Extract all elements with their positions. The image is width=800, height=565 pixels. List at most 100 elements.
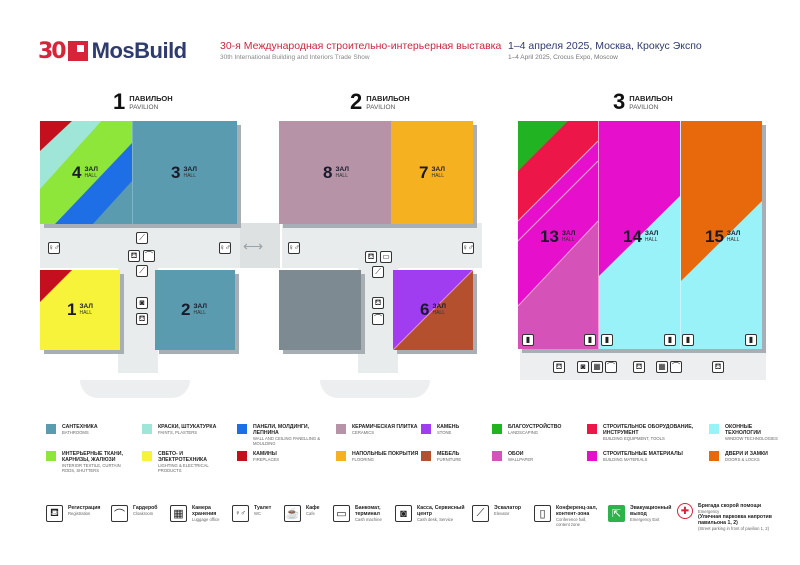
legend-label-en: WINDOW TECHNOLOGIES [725, 436, 778, 441]
hall-13[interactable]: 13 ЗАЛ HALL [518, 121, 598, 349]
legend-label-en: LANDSCAPING [508, 430, 539, 435]
legend-swatch [709, 451, 719, 461]
legend-label-ru: ОКОННЫЕ ТЕХНОЛОГИИ [725, 424, 761, 436]
pavilion-1-entrance [80, 380, 190, 398]
hall-2[interactable]: 2 ЗАЛ HALL [155, 270, 235, 350]
legend-label-ru: ПАНЕЛИ, МОЛДИНГИ, ЛЕПНИНА [253, 424, 310, 436]
legend-label-ru: НАПОЛЬНЫЕ ПОКРЫТИЯ [352, 451, 419, 457]
service-label-ru: Регистрация [68, 505, 101, 511]
registration-icon[interactable]: ⛾ [128, 250, 140, 262]
event-date-ru: 1–4 апреля 2025, Москва, Крокус Экспо [508, 40, 702, 52]
hall-8-label: 8 ЗАЛ HALL [323, 163, 349, 183]
cloakroom-icon[interactable]: ⌒ [670, 361, 682, 373]
legend-label-ru: СВЕТО- И ЭЛЕКТРОТЕХНИКА [158, 451, 207, 463]
hall-word-en: HALL [335, 173, 348, 179]
cloakroom-icon[interactable]: ⌒ [372, 313, 384, 325]
legend-textiles: ИНТЕРЬЕРНЫЕ ТКАНИ, КАРНИЗЫ, ЖАЛЮЗИ INTERI… [46, 451, 132, 473]
pavilion-label-ru: ПАВИЛЬОН [629, 94, 673, 103]
atm-icon[interactable]: ▭ [380, 251, 392, 263]
conference-icon[interactable]: ▮ [601, 334, 613, 346]
registration-icon[interactable]: ⛾ [712, 361, 724, 373]
escalator-icon: ⟋ [472, 505, 489, 522]
hall-4-label: 4 ЗАЛ HALL [72, 163, 98, 183]
conference-icon[interactable]: ▮ [745, 334, 757, 346]
legend-label-ru: СТРОИТЕЛЬНЫЕ МАТЕРИАЛЫ [603, 451, 683, 457]
legend-swatch [336, 424, 346, 434]
service-label-en: Registration [68, 511, 91, 516]
registration-icon[interactable]: ⛾ [365, 251, 377, 263]
escalator-icon[interactable]: ⟋ [136, 232, 148, 244]
registration-icon[interactable]: ⛾ [372, 297, 384, 309]
mosbuild-logo: 30 MosBuild [38, 37, 187, 65]
logo-text: MosBuild [91, 38, 188, 63]
service-emergency-exit: ⇱ Эвакуационный выход Emergency Exit [608, 505, 675, 522]
service-cloakroom: ⌒ Гардероб Cloakroom [111, 505, 158, 522]
cashdesk-icon[interactable]: ◙ [577, 361, 589, 373]
escalator-icon[interactable]: ⟋ [136, 265, 148, 277]
toilet-icon[interactable]: ♀♂ [462, 242, 474, 254]
legend-swatch [587, 424, 597, 434]
legend-label-ru: ОБОИ [508, 451, 524, 457]
hall-1-fireplace-corner [40, 270, 72, 302]
conference-icon[interactable]: ▮ [522, 334, 534, 346]
hall-word-ru: ЗАЛ [561, 230, 576, 237]
pavilion-label-en: PAVILION [629, 104, 659, 111]
legend-label-en: WALLPAPER [508, 457, 534, 462]
legend-label-en: FLOORING [352, 457, 374, 462]
legend-label-ru: КЕРАМИЧЕСКАЯ ПЛИТКА [352, 424, 418, 430]
toilet-icon[interactable]: ♀♂ [288, 242, 300, 254]
hall-number: 3 [171, 163, 181, 182]
legend-doors: ДВЕРИ И ЗАМКИ DOORS & LOCKS [709, 451, 768, 462]
hall-6[interactable]: 6 ЗАЛ HALL [393, 270, 473, 350]
pavilion-number: 1 [113, 89, 126, 114]
luggage-icon[interactable]: ▦ [591, 361, 603, 373]
hall-word-en: HALL [79, 310, 92, 316]
legend-swatch [421, 424, 431, 434]
hall-4[interactable]: 4 ЗАЛ HALL [40, 121, 132, 224]
hall-7[interactable]: 7 ЗАЛ HALL [391, 121, 473, 224]
hall-number: 14 [623, 227, 642, 246]
service-first-aid: ✚ Бригада скорой помощи Emergency (Уличная … [677, 503, 778, 531]
legend-label-en: BUILDING MATERIALS [603, 457, 648, 462]
cloakroom-icon[interactable]: ⌒ [143, 250, 155, 262]
hall-1[interactable]: 1 ЗАЛ HALL [40, 270, 120, 350]
service-registration: ⛾ Регистрация Registration [46, 505, 100, 522]
conference-icon[interactable]: ▮ [682, 334, 694, 346]
legend-swatch [336, 451, 346, 461]
service-label-ru: Банкомат, терминал [355, 505, 381, 517]
service-note-ru: (Уличная парковка напротив павильона 1, … [698, 514, 772, 526]
hall-3[interactable]: 3 ЗАЛ HALL [132, 121, 237, 224]
registration-icon[interactable]: ⛾ [136, 313, 148, 325]
service-label-ru: Бригада скорой помощи [698, 503, 762, 509]
registration-icon[interactable]: ⛾ [553, 361, 565, 373]
conference-icon[interactable]: ▮ [584, 334, 596, 346]
cashdesk-icon[interactable]: ◙ [136, 297, 148, 309]
hall-word-ru: ЗАЛ [84, 166, 98, 173]
hall-word-ru: ЗАЛ [335, 166, 349, 173]
luggage-icon[interactable]: ▦ [656, 361, 668, 373]
cloakroom-icon[interactable]: ⌒ [605, 361, 617, 373]
legend-panels: ПАНЕЛИ, МОЛДИНГИ, ЛЕПНИНА WALL AND CEILIN… [237, 424, 323, 446]
hall-8[interactable]: 8 ЗАЛ HALL [279, 121, 391, 224]
service-label-ru: Эвакуационный выход [630, 505, 672, 517]
toilet-icon[interactable]: ♀♂ [219, 242, 231, 254]
legend-swatch [709, 424, 719, 434]
hall-number: 4 [72, 163, 82, 182]
escalator-icon[interactable]: ⟋ [372, 266, 384, 278]
hall-15[interactable]: 15 ЗАЛ HALL [680, 121, 762, 349]
event-title-ru: 30-я Международная строительно-интерьерн… [220, 40, 502, 52]
registration-icon: ⛾ [46, 505, 63, 522]
toilet-icon[interactable]: ♀♂ [48, 242, 60, 254]
hall-word-ru: ЗАЛ [432, 303, 446, 310]
hall-word-en: HALL [726, 237, 740, 243]
service-label-en: Conference hall, content zone [556, 517, 587, 527]
hall-number: 13 [540, 227, 559, 246]
hall-number: 7 [419, 163, 429, 182]
conference-icon[interactable]: ▮ [664, 334, 676, 346]
cloakroom-icon: ⌒ [111, 505, 128, 522]
service-cafe: ☕ Кафе Cafe [284, 505, 319, 522]
hall-15-label: 15 ЗАЛ HALL [705, 227, 740, 247]
hall-14[interactable]: 14 ЗАЛ HALL [598, 121, 680, 349]
toilet-icon: ♀♂ [232, 505, 249, 522]
registration-icon[interactable]: ⛾ [633, 361, 645, 373]
